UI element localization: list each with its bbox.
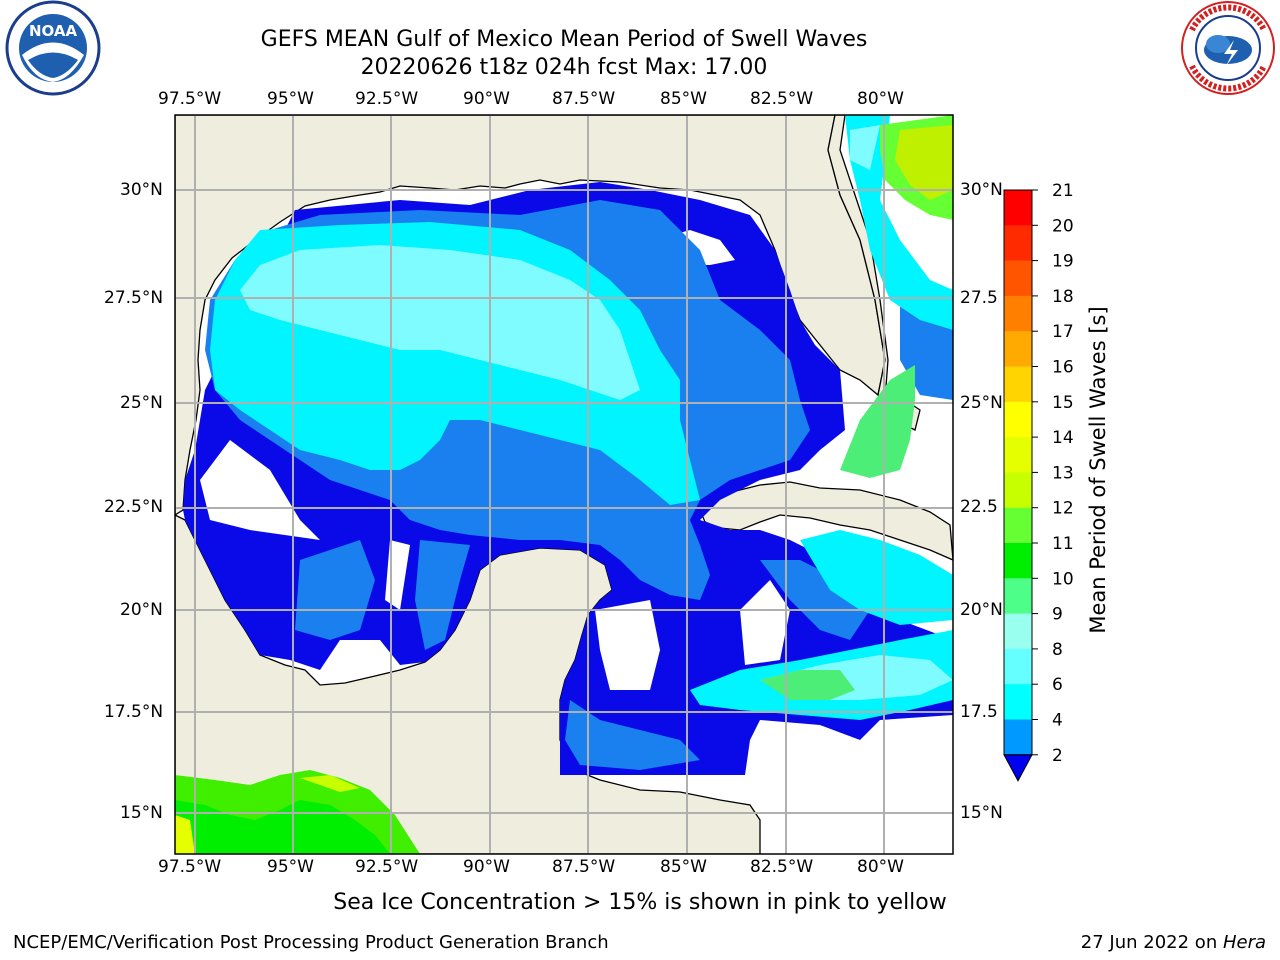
chart-title-line1: GEFS MEAN Gulf of Mexico Mean Period of …: [260, 27, 868, 52]
colorbar-band: [1004, 507, 1032, 544]
colorbar-band: [1004, 401, 1032, 438]
lat-label-right: 25°N: [960, 393, 1003, 413]
chart-title-line2: 20220626 t18z 024h fcst Max: 17.00: [360, 55, 768, 80]
colorbar-tick-label: 6: [1052, 675, 1063, 695]
map-panel: [175, 115, 953, 854]
lon-label-bottom: 90°W: [463, 857, 510, 877]
colorbar: 21 20 19 18 17 16 15 14 13 12 11 10 9 8 6 4 2: [1003, 181, 1074, 782]
footer-host: Hera: [1222, 932, 1266, 953]
lon-label-top: 87.5°W: [552, 89, 616, 109]
colorbar-tick-label: 15: [1052, 393, 1074, 413]
footer-date: 27 Jun 2022 on Hera: [1081, 932, 1266, 953]
colorbar-band: [1004, 225, 1032, 262]
colorbar-band: [1004, 543, 1032, 579]
lat-label-left: 27.5°N: [104, 288, 164, 308]
land-areas: [175, 115, 953, 854]
colorbar-band: [1004, 684, 1032, 720]
lat-label-right: 22.5: [960, 497, 998, 517]
svg-text:NOAA: NOAA: [29, 22, 78, 40]
lat-label-left: 17.5°N: [104, 702, 164, 722]
colorbar-band: [1004, 648, 1032, 685]
lon-label-top: 90°W: [463, 89, 510, 109]
colorbar-tick-label: 20: [1052, 216, 1074, 236]
lat-label-right: 17.5: [960, 702, 998, 722]
colorbar-tick-label: 4: [1052, 711, 1063, 731]
lat-label-right: 20°N: [960, 600, 1003, 620]
nws-logo: [1181, 1, 1275, 95]
lon-label-top: 97.5°W: [158, 89, 222, 109]
colorbar-tick-label: 14: [1052, 428, 1074, 448]
lat-label-right: 15°N: [960, 803, 1003, 823]
colorbar-extension: [1003, 754, 1033, 782]
colorbar-band: [1004, 190, 1032, 226]
lon-label-top: 85°W: [660, 89, 707, 109]
colorbar-tick-label: 19: [1052, 252, 1074, 272]
colorbar-tick-label: 12: [1052, 499, 1074, 519]
lat-label-left: 22.5°N: [104, 497, 164, 517]
lon-label-bottom: 85°W: [660, 857, 707, 877]
colorbar-band: [1004, 719, 1032, 756]
lon-label-bottom: 82.5°W: [750, 857, 814, 877]
colorbar-tick-label: 8: [1052, 640, 1063, 660]
colorbar-label: Mean Period of Swell Waves [s]: [1086, 306, 1110, 633]
colorbar-tick-label: 16: [1052, 358, 1074, 378]
colorbar-tick-label: 21: [1052, 181, 1074, 201]
graticule: [175, 115, 953, 854]
lon-label-top: 95°W: [267, 89, 314, 109]
colorbar-tick-label: 18: [1052, 287, 1074, 307]
map-frame: [174, 114, 954, 855]
lon-label-bottom: 95°W: [267, 857, 314, 877]
colorbar-band: [1004, 366, 1032, 403]
colorbar-band: [1004, 578, 1032, 615]
colorbar-band: [1004, 295, 1032, 332]
colorbar-tick-label: 9: [1052, 605, 1063, 625]
lat-label-right: 27.5: [960, 288, 998, 308]
colorbar-tick-label: 2: [1052, 746, 1063, 766]
colorbar-tick-label: 13: [1052, 463, 1074, 483]
sea-ice-note: Sea Ice Concentration > 15% is shown in …: [333, 890, 947, 915]
colorbar-band: [1004, 260, 1032, 297]
lat-label-left: 30°N: [120, 180, 163, 200]
colorbar-tick-label: 17: [1052, 322, 1074, 342]
colorbar-tick-label: 10: [1052, 569, 1074, 589]
lon-label-top: 82.5°W: [750, 89, 814, 109]
swell-contours: [175, 115, 953, 854]
lon-label-bottom: 80°W: [857, 857, 904, 877]
footer-branch: NCEP/EMC/Verification Post Processing Pr…: [13, 932, 609, 953]
lon-label-top: 80°W: [857, 89, 904, 109]
lat-label-left: 25°N: [120, 393, 163, 413]
colorbar-band: [1004, 472, 1032, 509]
noaa-logo: NOAA: [5, 0, 101, 96]
footer-date-text: 27 Jun 2022 on: [1080, 932, 1223, 953]
colorbar-tick-label: 11: [1052, 534, 1074, 554]
colorbar-band: [1004, 613, 1032, 650]
colorbar-band: [1004, 331, 1032, 367]
lon-label-bottom: 92.5°W: [355, 857, 419, 877]
lat-label-right: 30°N: [960, 180, 1003, 200]
lon-label-top: 92.5°W: [355, 89, 419, 109]
lat-label-left: 15°N: [120, 803, 163, 823]
lon-label-bottom: 97.5°W: [158, 857, 222, 877]
colorbar-band: [1004, 437, 1032, 473]
lon-label-bottom: 87.5°W: [552, 857, 616, 877]
lat-label-left: 20°N: [120, 600, 163, 620]
